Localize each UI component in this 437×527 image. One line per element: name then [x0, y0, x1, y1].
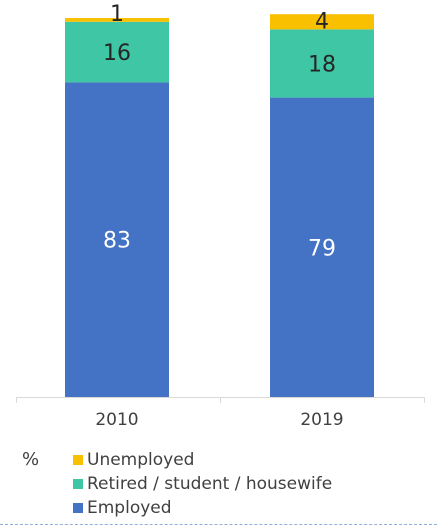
legend-label: Unemployed [87, 450, 195, 470]
x-tick-label: 2010 [95, 410, 138, 430]
data-label: 18 [308, 52, 336, 77]
x-tick-label: 2019 [300, 410, 343, 430]
bar-segment-retired-student-housewife-2010 [65, 21, 169, 83]
data-label: 83 [103, 229, 131, 254]
bar-segment-unemployed-2010 [65, 18, 169, 22]
data-label: 16 [103, 41, 131, 66]
legend-label: Retired / student / housewife [87, 474, 333, 494]
legend-label: Employed [87, 498, 172, 518]
data-label: 1 [110, 2, 124, 27]
data-label: 4 [315, 9, 329, 34]
bar-segment-unemployed-2019 [270, 14, 374, 30]
legend-item: Retired / student / housewife [73, 472, 332, 496]
legend-swatch [73, 455, 83, 465]
unit-label: % [22, 449, 40, 470]
legend-item: Unemployed [73, 448, 332, 472]
bar-segment-employed-2019 [270, 97, 374, 397]
legend: Unemployed Retired / student / housewife E… [73, 448, 332, 520]
bottom-divider [0, 524, 437, 525]
bar-segment-retired-student-housewife-2019 [270, 29, 374, 98]
stacked-bar-chart: 83 16 1 2010 79 18 4 2019 [16, 2, 425, 430]
legend-swatch [73, 503, 83, 513]
data-label: 79 [308, 236, 336, 261]
bar-segment-employed-2010 [65, 82, 169, 398]
legend-swatch [73, 479, 83, 489]
legend-item: Employed [73, 496, 332, 520]
